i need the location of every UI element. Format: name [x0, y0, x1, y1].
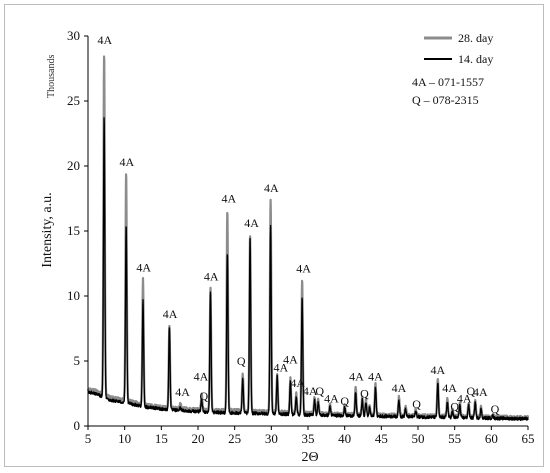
- peak-label-4a: 4A: [221, 191, 236, 205]
- x-tick-label: 40: [338, 431, 351, 446]
- peak-label-q: Q: [340, 394, 349, 408]
- y-units-label: Thousands: [46, 55, 57, 98]
- legend-label-14-day: 14. day: [458, 52, 493, 66]
- peak-label-4a: 4A: [274, 360, 289, 374]
- peak-label-4a: 4A: [442, 381, 457, 395]
- peak-label-4a: 4A: [194, 370, 209, 384]
- peak-label-q: Q: [360, 386, 369, 400]
- peak-label-4a: 4A: [349, 370, 364, 384]
- peak-label-4a: 4A: [175, 385, 190, 399]
- peak-label-4a: 4A: [283, 353, 298, 367]
- y-tick-label: 10: [67, 288, 80, 303]
- peak-label-4a: 4A: [120, 155, 135, 169]
- peak-label-4a: 4A: [368, 370, 383, 384]
- series-line-14-day: [87, 117, 529, 421]
- peak-label-4a: 4A: [303, 384, 318, 398]
- peak-label-4a: 4A: [204, 269, 219, 283]
- x-tick-label: 10: [118, 431, 131, 446]
- x-axis-label: 2Θ: [301, 450, 318, 465]
- x-tick-label: 60: [485, 431, 498, 446]
- x-tick-label: 5: [85, 431, 92, 446]
- peak-label-4a: 4A: [473, 385, 488, 399]
- peak-label-q: Q: [412, 397, 421, 411]
- peak-label-4a: 4A: [136, 260, 151, 274]
- x-tick-label: 50: [412, 431, 425, 446]
- y-tick-label: 5: [74, 353, 81, 368]
- peak-label-4a: 4A: [98, 33, 113, 47]
- x-tick-label: 30: [265, 431, 278, 446]
- x-tick-label: 20: [192, 431, 205, 446]
- x-tick-label: 65: [522, 431, 535, 446]
- legend: 28. day 14. day 4A – 071-1557 Q – 078-23…: [412, 31, 493, 107]
- x-tick-label: 55: [448, 431, 461, 446]
- peak-label-q: Q: [237, 354, 246, 368]
- peak-label-4a: 4A: [457, 392, 472, 406]
- x-tick-label: 25: [228, 431, 241, 446]
- peak-label-4a: 4A: [290, 376, 305, 390]
- y-tick-label: 25: [67, 93, 80, 108]
- peak-label-4a: 4A: [430, 363, 445, 377]
- legend-label-28-day: 28. day: [458, 31, 493, 45]
- reference-q: Q – 078-2315: [412, 93, 479, 107]
- x-tick-label: 15: [155, 431, 168, 446]
- peak-label-4a: 4A: [296, 262, 311, 276]
- peak-label-q: Q: [466, 384, 475, 398]
- x-tick-label: 45: [375, 431, 388, 446]
- x-tick-label: 35: [302, 431, 315, 446]
- peak-label-4a: 4A: [324, 392, 339, 406]
- peak-label-q: Q: [200, 389, 209, 403]
- peak-label-q: Q: [491, 402, 500, 416]
- y-tick-label: 15: [67, 223, 80, 238]
- y-axis-label: Intensity, a.u.: [40, 192, 55, 267]
- y-tick-label: 20: [67, 158, 80, 173]
- peak-label-q: Q: [315, 384, 324, 398]
- peak-label-q: Q: [450, 399, 459, 413]
- reference-4a: 4A – 071-1557: [412, 75, 484, 89]
- peak-label-4a: 4A: [163, 307, 178, 321]
- peak-label-4a: 4A: [244, 216, 259, 230]
- peak-label-4a: 4A: [264, 181, 279, 195]
- series-line-28-day: [86, 55, 530, 421]
- y-tick-label: 0: [74, 418, 81, 433]
- y-tick-label: 30: [67, 28, 80, 43]
- peak-label-4a: 4A: [392, 381, 407, 395]
